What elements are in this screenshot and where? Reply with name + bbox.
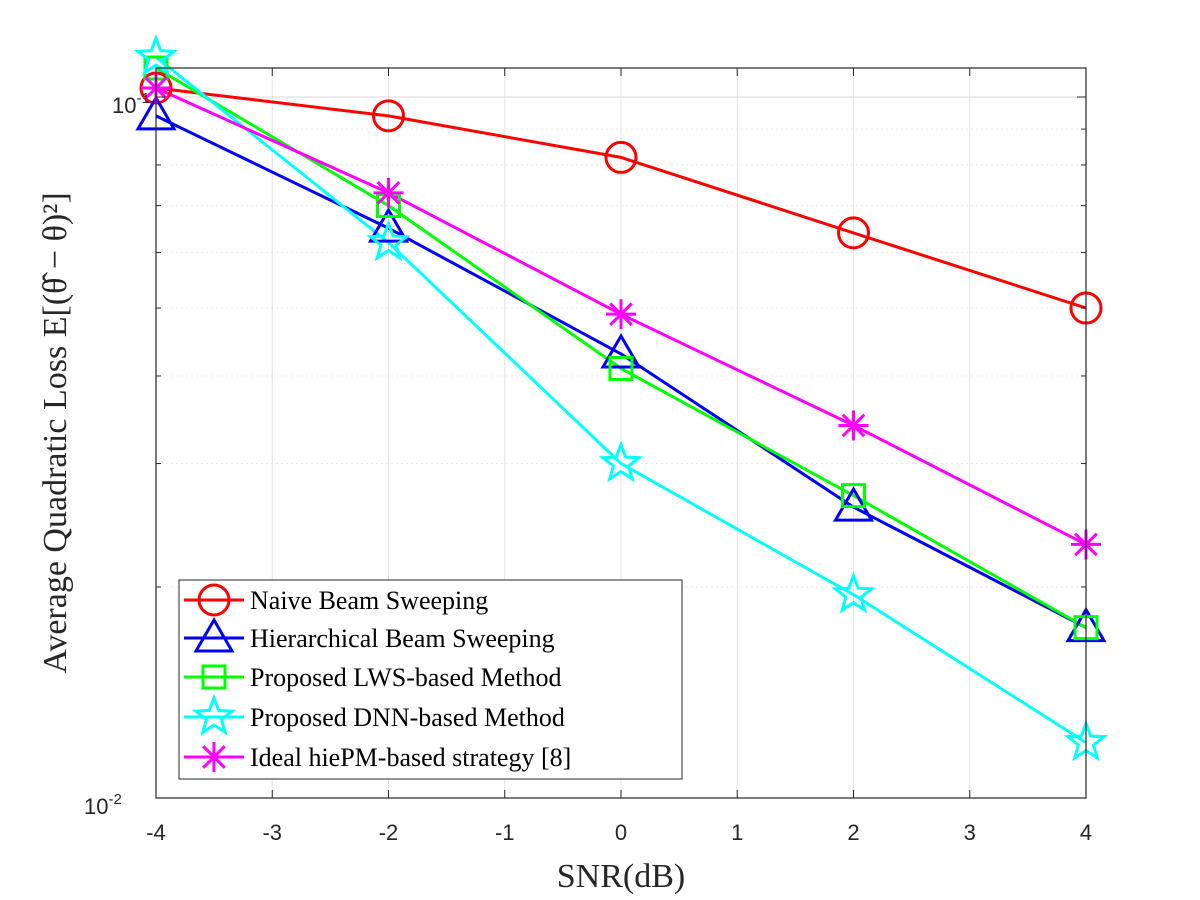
legend-label: Proposed LWS-based Method bbox=[250, 663, 561, 692]
legend-label: Ideal hiePM-based strategy [8] bbox=[250, 743, 571, 772]
legend-swatch-marker bbox=[197, 583, 231, 617]
legend-swatch-marker bbox=[193, 617, 235, 653]
asterisk-stroke bbox=[841, 413, 866, 438]
legend-swatch-marker bbox=[201, 664, 227, 690]
data-point-triangle bbox=[367, 207, 410, 243]
data-point-asterisk bbox=[373, 177, 404, 208]
series-line-triangle bbox=[155, 114, 1087, 629]
legend-label: Naive Beam Sweeping bbox=[250, 586, 488, 615]
y-tick-labels: 10-1 10-2 bbox=[84, 90, 150, 819]
series-line-circle bbox=[155, 86, 1087, 310]
series-markers bbox=[133, 33, 1109, 762]
data-point-asterisk bbox=[606, 299, 636, 330]
data-point-star bbox=[366, 219, 411, 262]
data-point-square bbox=[608, 355, 634, 381]
x-tick-label: -4 bbox=[146, 820, 166, 845]
axis-ticks bbox=[155, 67, 1087, 799]
x-axis-title: SNR(dB) bbox=[557, 858, 685, 895]
legend-swatches bbox=[184, 583, 244, 772]
asterisk-stroke bbox=[609, 302, 633, 327]
legend-swatch-marker bbox=[191, 693, 237, 736]
x-tick-labels: -4 -3 -2 -1 0 1 2 3 4 bbox=[146, 820, 1092, 845]
asterisk-stroke bbox=[376, 180, 401, 205]
data-point-circle bbox=[604, 140, 638, 174]
legend-label: Proposed DNN-based Method bbox=[250, 703, 565, 732]
data-point-circle bbox=[837, 216, 870, 250]
series-line-star bbox=[155, 55, 1087, 744]
data-point-star bbox=[831, 571, 876, 614]
legend: Naive Beam Sweeping Hierarchical Beam Sw… bbox=[178, 579, 683, 780]
data-point-circle bbox=[372, 99, 405, 133]
x-tick-label: 4 bbox=[1080, 820, 1092, 845]
x-tick-label: -3 bbox=[262, 820, 282, 845]
x-tick-label: -1 bbox=[495, 820, 515, 845]
asterisk-stroke bbox=[202, 745, 226, 769]
legend-label: Hierarchical Beam Sweeping bbox=[250, 624, 555, 653]
x-tick-label: 0 bbox=[615, 820, 627, 845]
y-tick-label: 10-1 bbox=[112, 90, 150, 118]
data-point-asterisk bbox=[838, 410, 869, 441]
data-point-triangle bbox=[832, 486, 875, 522]
legend-swatch-marker bbox=[199, 742, 229, 772]
x-tick-label: -2 bbox=[379, 820, 399, 845]
data-point-star bbox=[133, 33, 179, 76]
data-point-triangle bbox=[600, 332, 642, 369]
data-point-star bbox=[598, 440, 644, 483]
x-tick-label: 1 bbox=[731, 820, 743, 845]
data-point-square bbox=[841, 483, 866, 509]
y-tick-label: 10-2 bbox=[84, 791, 122, 819]
x-tick-label: 2 bbox=[847, 820, 859, 845]
x-tick-label: 3 bbox=[964, 820, 976, 845]
y-axis-title: Average Quadratic Loss E[(θ̂ − θ)²] bbox=[37, 192, 74, 673]
legend-box bbox=[178, 579, 683, 780]
